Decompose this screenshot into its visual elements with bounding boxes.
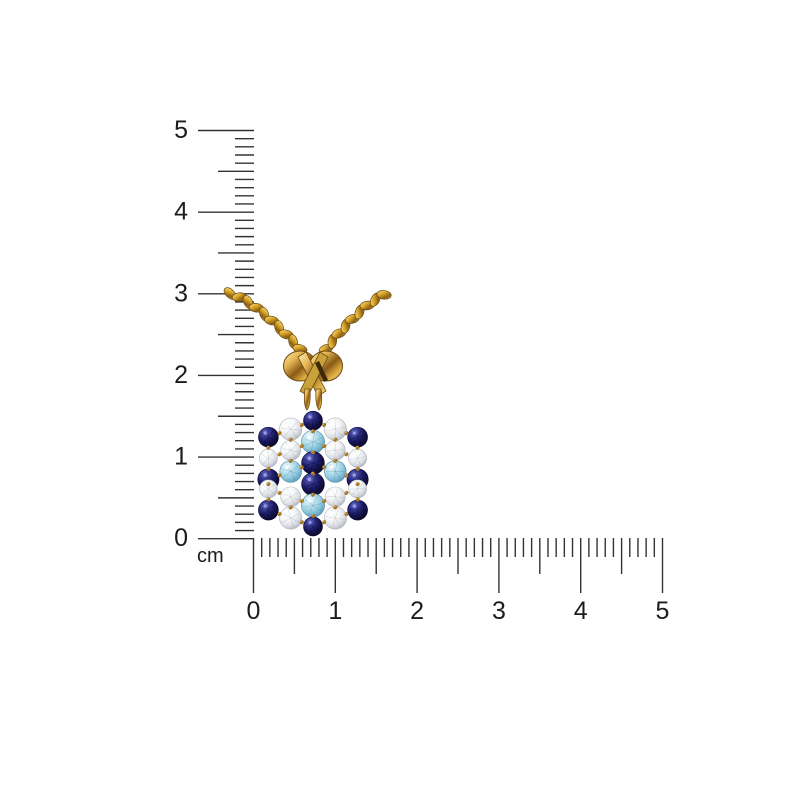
svg-text:5: 5: [656, 597, 670, 625]
svg-text:4: 4: [574, 597, 588, 625]
svg-text:1: 1: [328, 597, 342, 625]
svg-text:0: 0: [247, 597, 261, 625]
svg-text:3: 3: [492, 597, 506, 625]
svg-text:0: 0: [174, 524, 188, 552]
svg-text:3: 3: [174, 279, 188, 307]
svg-text:2: 2: [410, 597, 424, 625]
svg-text:cm: cm: [197, 545, 224, 567]
svg-text:4: 4: [174, 198, 188, 226]
svg-text:1: 1: [174, 443, 188, 471]
svg-text:2: 2: [174, 361, 188, 389]
svg-text:5: 5: [174, 116, 188, 144]
